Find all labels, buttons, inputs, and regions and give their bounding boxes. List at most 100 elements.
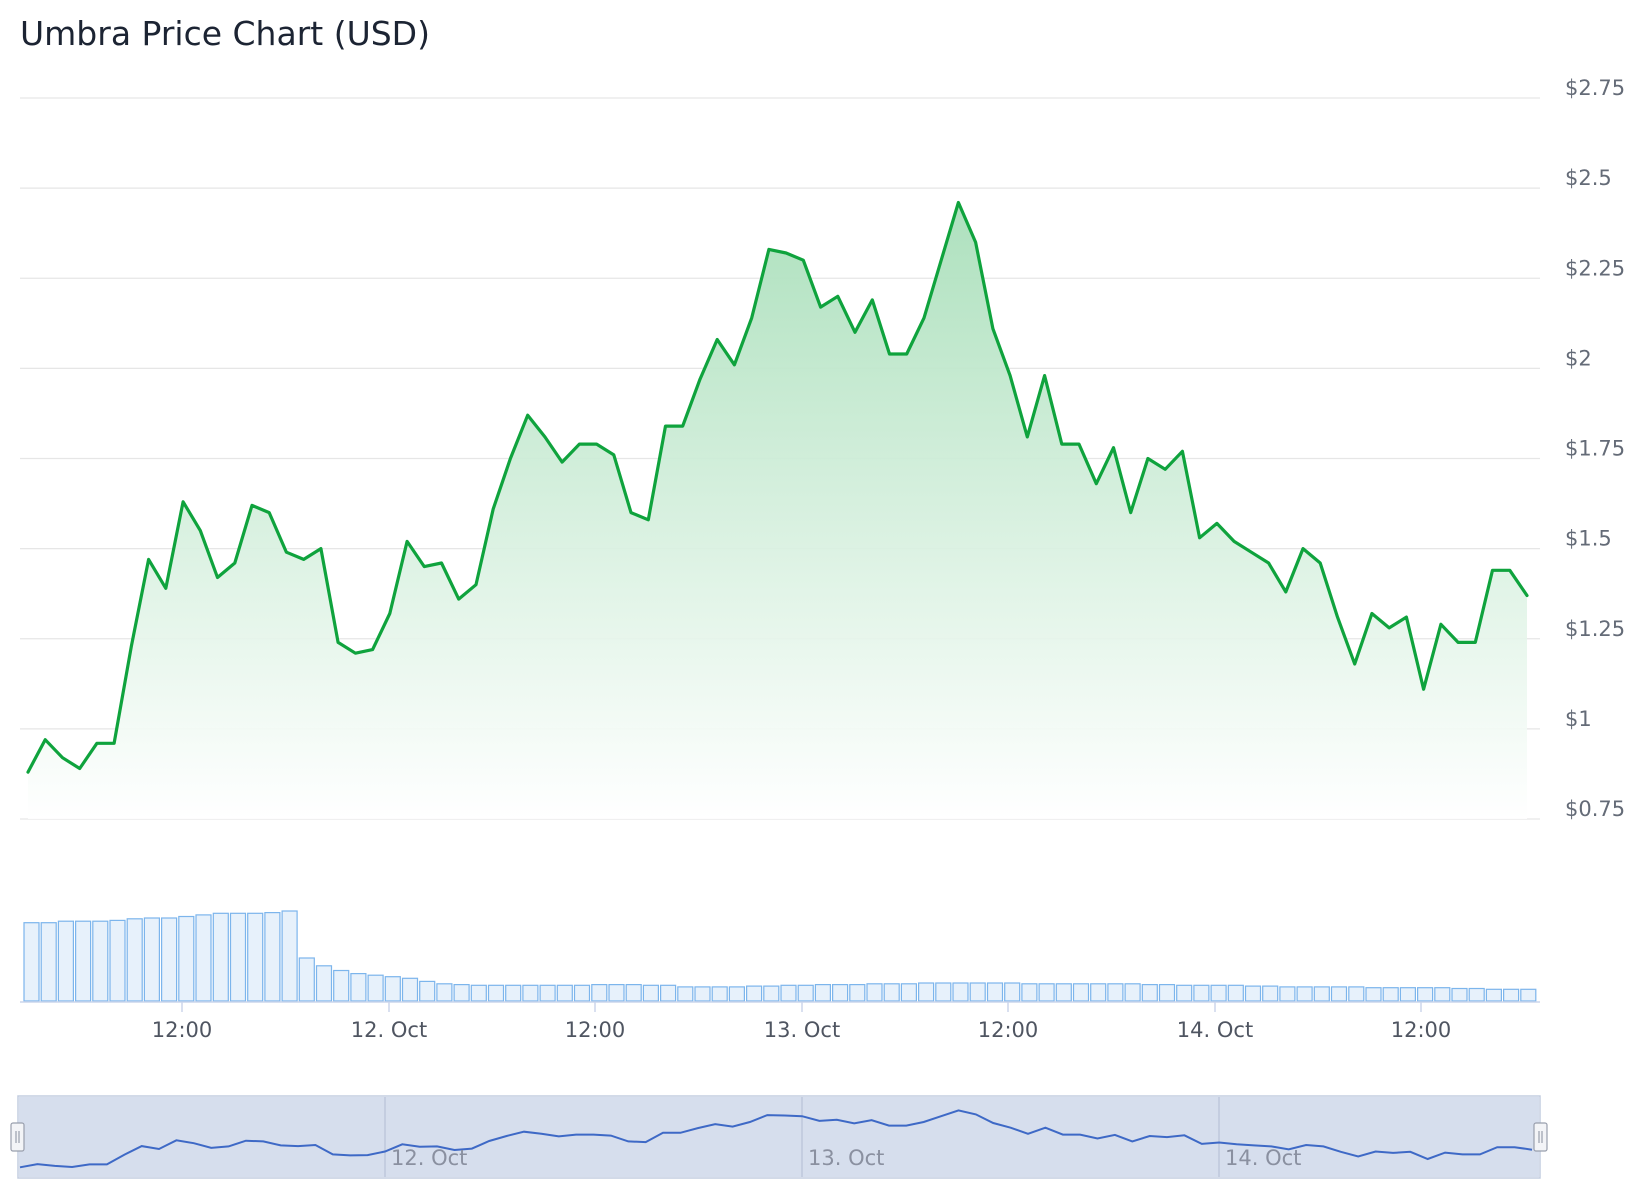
volume-bar [264,911,281,1002]
volume-bar [350,972,367,1002]
x-tick-label: 12:00 [978,1018,1039,1042]
volume-bars [23,910,1537,1002]
volume-bar [1227,984,1244,1002]
volume-bar [23,922,40,1002]
volume-bar [625,983,642,1002]
volume-bar [1382,987,1399,1002]
price-area-fill [28,202,1527,819]
volume-bar [608,983,625,1002]
volume-bar [1365,987,1382,1002]
volume-bar [333,969,350,1002]
navigator-label: 14. Oct [1225,1146,1301,1170]
y-tick-label: $2 [1565,346,1592,370]
navigator-selected-range[interactable] [19,1097,1539,1177]
volume-bar [728,986,746,1002]
volume-bar [831,983,849,1002]
volume-bar [143,917,160,1002]
navigator-grid [384,1097,1220,1177]
volume-bar [229,912,247,1002]
volume-bar [1141,983,1158,1002]
volume-bar [763,985,780,1002]
volume-bar [1090,983,1107,1002]
navigator-axis: 12. Oct 13. Oct 14. Oct [391,1146,1301,1170]
volume-bar [1038,983,1055,1002]
volume-bar [419,980,436,1002]
price-line [26,200,1529,774]
volume-bar [1502,988,1520,1002]
volume-bar [315,965,333,1002]
navigator[interactable]: 12. Oct 13. Oct 14. Oct [10,1095,1548,1179]
volume-bar [694,986,711,1002]
navigator-handle-left[interactable] [10,1122,25,1152]
volume-bar [1348,986,1365,1002]
volume-bar [367,974,384,1002]
volume-bar [1004,982,1021,1002]
volume-bar [642,984,660,1002]
volume-bar [1451,987,1468,1002]
x-tick-label: 12:00 [565,1018,626,1042]
volume-bar [1107,983,1124,1002]
volume-bar [591,983,608,1002]
volume-bar [935,982,952,1002]
volume-bar [952,982,969,1002]
volume-bar [436,983,453,1002]
y-tick-label: $2.5 [1565,166,1612,190]
volume-bar [453,983,470,1002]
volume-bar [1399,987,1417,1002]
volume-bar [1279,986,1296,1002]
x-tick-label: 14. Oct [1177,1018,1253,1042]
volume-bar [57,920,75,1002]
volume-bar [883,983,900,1002]
volume-bar [1124,983,1141,1002]
volume-bar [109,919,126,1002]
x-tick-label: 12. Oct [351,1018,427,1042]
volume-bar [92,920,109,1002]
x-axis: 12:00 12. Oct 12:00 13. Oct 12:00 14. Oct 12:0… [152,1002,1452,1042]
volume-bar [195,914,212,1002]
volume-bar [917,982,935,1002]
volume-bar [487,984,505,1002]
volume-bar [745,985,763,1002]
volume-bar [384,976,401,1002]
volume-bar [1520,988,1537,1002]
volume-bar [986,982,1004,1002]
volume-bar [1055,983,1072,1002]
volume-bar [866,983,883,1002]
volume-bar [573,984,591,1002]
volume-bar [1313,986,1330,1002]
volume-bar [74,920,92,1002]
volume-bar [1485,988,1503,1002]
volume-bar [1434,987,1451,1002]
x-tick-label: 12:00 [1391,1018,1452,1042]
chart-title: Umbra Price Chart (USD) [20,14,430,53]
volume-bar [539,984,556,1002]
volume-bar [40,922,57,1002]
volume-bar [247,912,264,1002]
volume-bar [900,983,918,1002]
y-tick-label: $0.75 [1565,797,1625,821]
y-tick-label: $2.75 [1565,76,1625,100]
volume-bar [470,984,487,1002]
navigator-label: 13. Oct [808,1146,884,1170]
volume-bar [522,984,539,1002]
navigator-handle-right[interactable] [1533,1122,1548,1152]
navigator-series-line [19,1109,1533,1169]
volume-bar [126,918,143,1002]
volume-bar [212,912,229,1002]
volume-bar [401,977,419,1002]
volume-bar [677,986,694,1002]
volume-bar [161,917,178,1002]
volume-bar [298,957,315,1002]
volume-bar [659,984,677,1002]
volume-bar [1262,985,1279,1002]
volume-bar [969,982,986,1002]
y-axis: $0.75 $1 $1.25 $1.5 $1.75 $2 $2.25 $2.5 $2.75 [1565,76,1625,821]
x-tick-label: 12:00 [152,1018,213,1042]
volume-bar [505,984,522,1002]
volume-bar [1210,984,1227,1002]
volume-bar [1244,985,1262,1002]
x-tick-label: 13. Oct [764,1018,840,1042]
volume-bar [1296,986,1313,1002]
volume-bar [849,983,866,1002]
